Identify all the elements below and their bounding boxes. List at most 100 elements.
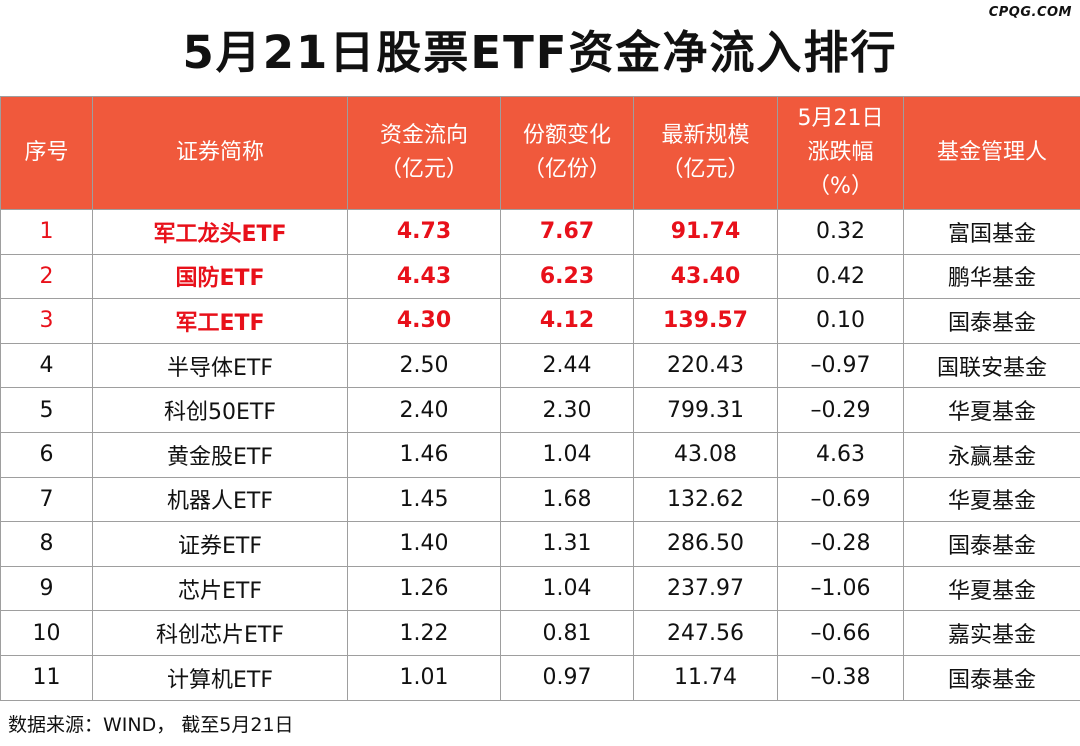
cell-scale: 43.08 xyxy=(633,431,778,478)
cell-change-pct: –0.66 xyxy=(777,610,904,656)
cell-share-change: 1.04 xyxy=(500,431,634,478)
cell-name: 科创芯片ETF xyxy=(92,610,348,656)
table-row: 10 科创芯片ETF 1.22 0.81 247.56 –0.66 嘉实基金 xyxy=(0,610,1080,656)
header-label-line: 序号 xyxy=(24,140,69,165)
cell-scale: 11.74 xyxy=(633,654,778,701)
cell-name: 国防ETF xyxy=(92,253,348,300)
cell-share-change: 2.30 xyxy=(500,387,634,433)
data-source-note: 数据来源：WIND， 截至5月21日 xyxy=(8,714,294,736)
header-label-line: 证券简称 xyxy=(175,140,264,165)
cell-change-pct: 0.32 xyxy=(777,209,904,255)
cell-change-pct: –0.29 xyxy=(777,387,904,433)
cell-change-pct: –0.28 xyxy=(777,521,904,567)
cell-change-pct: 0.10 xyxy=(777,298,904,344)
cell-share-change: 2.44 xyxy=(500,342,634,389)
table-row: 8 证券ETF 1.40 1.31 286.50 –0.28 国泰基金 xyxy=(0,521,1080,567)
header-scale: 最新规模 （亿元） xyxy=(633,96,778,210)
cell-scale: 91.74 xyxy=(633,209,778,255)
cell-rank: 4 xyxy=(0,342,93,389)
cell-flow: 1.45 xyxy=(347,476,501,523)
table-body: 1 军工龙头ETF 4.73 7.67 91.74 0.32 富国基金 2 国防ETF 4.43 6… xyxy=(0,209,1080,701)
cell-scale: 43.40 xyxy=(633,253,778,300)
cell-share-change: 1.04 xyxy=(500,565,634,612)
cell-flow: 1.22 xyxy=(347,610,501,656)
header-rank: 序号 xyxy=(0,96,93,210)
cell-share-change: 0.81 xyxy=(500,610,634,656)
cell-rank: 5 xyxy=(0,387,93,433)
cell-change-pct: –0.97 xyxy=(777,342,904,389)
cell-rank: 9 xyxy=(0,565,93,612)
cell-flow: 1.01 xyxy=(347,654,501,701)
header-label-line: （亿份） xyxy=(522,157,611,182)
table-row: 9 芯片ETF 1.26 1.04 237.97 –1.06 华夏基金 xyxy=(0,565,1080,612)
header-label-line: （亿元） xyxy=(661,157,750,182)
header-label-line: 5月21日 xyxy=(797,106,884,131)
cell-rank: 6 xyxy=(0,431,93,478)
header-manager: 基金管理人 xyxy=(903,96,1080,210)
cell-name: 机器人ETF xyxy=(92,476,348,523)
header-row: 序号 证券简称 资金流向 （亿元） 份额变化 （亿份） 最新规模 （亿元） 5月21日… xyxy=(0,96,1080,210)
cell-scale: 237.97 xyxy=(633,565,778,612)
cell-rank: 10 xyxy=(0,610,93,656)
header-label-line: 基金管理人 xyxy=(936,140,1047,165)
table-row: 7 机器人ETF 1.45 1.68 132.62 –0.69 华夏基金 xyxy=(0,476,1080,523)
header-label-line: 最新规模 xyxy=(661,123,750,148)
header-label-line: 份额变化 xyxy=(522,123,611,148)
cell-scale: 139.57 xyxy=(633,298,778,344)
cell-manager: 富国基金 xyxy=(903,209,1080,255)
header-share-change: 份额变化 （亿份） xyxy=(500,96,634,210)
cell-name: 军工ETF xyxy=(92,298,348,344)
header-label-line: 涨跌幅 xyxy=(807,140,874,165)
cell-share-change: 1.68 xyxy=(500,476,634,523)
header-label-line: （亿元） xyxy=(379,157,468,182)
header-change-pct: 5月21日涨跌幅 （%） xyxy=(777,96,904,210)
cell-flow: 2.50 xyxy=(347,342,501,389)
cell-manager: 永赢基金 xyxy=(903,431,1080,478)
watermark: CPQG.COM xyxy=(988,5,1072,20)
cell-name: 芯片ETF xyxy=(92,565,348,612)
table-row: 11 计算机ETF 1.01 0.97 11.74 –0.38 国泰基金 xyxy=(0,654,1080,701)
cell-flow: 1.26 xyxy=(347,565,501,612)
cell-share-change: 0.97 xyxy=(500,654,634,701)
cell-flow: 4.73 xyxy=(347,209,501,255)
cell-manager: 华夏基金 xyxy=(903,565,1080,612)
table-row: 4 半导体ETF 2.50 2.44 220.43 –0.97 国联安基金 xyxy=(0,342,1080,389)
cell-manager: 嘉实基金 xyxy=(903,610,1080,656)
cell-manager: 华夏基金 xyxy=(903,476,1080,523)
cell-share-change: 1.31 xyxy=(500,521,634,567)
table-row: 6 黄金股ETF 1.46 1.04 43.08 4.63 永赢基金 xyxy=(0,431,1080,478)
cell-manager: 国泰基金 xyxy=(903,654,1080,701)
cell-scale: 220.43 xyxy=(633,342,778,389)
cell-rank: 3 xyxy=(0,298,93,344)
cell-scale: 799.31 xyxy=(633,387,778,433)
cell-rank: 2 xyxy=(0,253,93,300)
cell-name: 黄金股ETF xyxy=(92,431,348,478)
cell-manager: 国联安基金 xyxy=(903,342,1080,389)
table-header: 序号 证券简称 资金流向 （亿元） 份额变化 （亿份） 最新规模 （亿元） 5月21日… xyxy=(0,96,1080,210)
cell-scale: 247.56 xyxy=(633,610,778,656)
cell-name: 半导体ETF xyxy=(92,342,348,389)
table-row: 1 军工龙头ETF 4.73 7.67 91.74 0.32 富国基金 xyxy=(0,209,1080,255)
table-row: 5 科创50ETF 2.40 2.30 799.31 –0.29 华夏基金 xyxy=(0,387,1080,433)
cell-change-pct: 0.42 xyxy=(777,253,904,300)
cell-share-change: 6.23 xyxy=(500,253,634,300)
cell-scale: 286.50 xyxy=(633,521,778,567)
cell-name: 证券ETF xyxy=(92,521,348,567)
cell-flow: 2.40 xyxy=(347,387,501,433)
cell-change-pct: –1.06 xyxy=(777,565,904,612)
cell-share-change: 7.67 xyxy=(500,209,634,255)
header-label-line: 资金流向 xyxy=(379,123,468,148)
cell-manager: 华夏基金 xyxy=(903,387,1080,433)
header-label-line: （%） xyxy=(808,174,873,199)
cell-flow: 1.46 xyxy=(347,431,501,478)
etf-ranking-table: 序号 证券简称 资金流向 （亿元） 份额变化 （亿份） 最新规模 （亿元） 5月21日… xyxy=(0,96,1080,701)
cell-flow: 4.30 xyxy=(347,298,501,344)
cell-name: 科创50ETF xyxy=(92,387,348,433)
cell-manager: 国泰基金 xyxy=(903,298,1080,344)
header-name: 证券简称 xyxy=(92,96,348,210)
cell-scale: 132.62 xyxy=(633,476,778,523)
table-row: 3 军工ETF 4.30 4.12 139.57 0.10 国泰基金 xyxy=(0,298,1080,344)
cell-flow: 1.40 xyxy=(347,521,501,567)
cell-share-change: 4.12 xyxy=(500,298,634,344)
header-flow: 资金流向 （亿元） xyxy=(347,96,501,210)
